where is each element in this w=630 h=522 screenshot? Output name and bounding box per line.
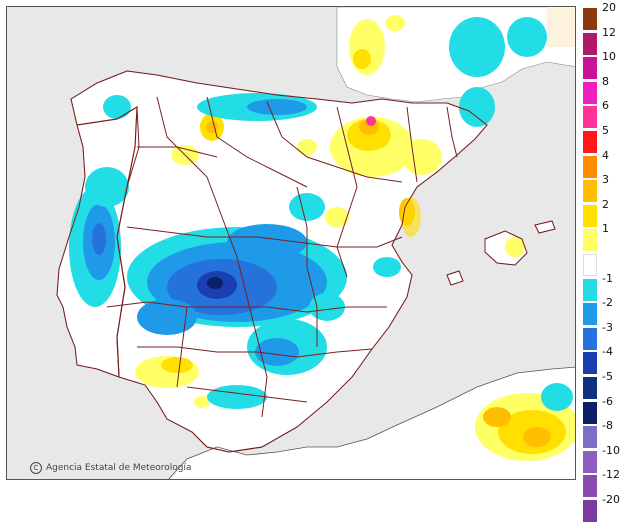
legend-label-cold-6: -8 [602, 419, 613, 433]
legend-label-warm-1: 12 [602, 25, 616, 39]
agency-name: Agencia Estatal de Meteorología [46, 463, 192, 473]
legend-label-cold-3: -4 [602, 345, 613, 359]
legend-swatch-warm-3 [583, 81, 597, 104]
legend: 20 12 10 8 6 5 4 3 2 1 -1 -2 -3 -4 -5 -6 -8 -10 -12 -20 [583, 2, 629, 522]
legend-label-warm-0: 20 [602, 1, 616, 14]
legend-label-warm-3: 8 [602, 74, 609, 88]
legend-label-warm-4: 6 [602, 99, 609, 113]
aemet-logo: aemet [498, 455, 561, 475]
legend-swatch-cold-8 [583, 475, 597, 498]
legend-swatch-neutral [583, 254, 597, 276]
legend-label-warm-5: 5 [602, 124, 609, 137]
legend-label-warm-6: 4 [602, 148, 609, 162]
legend-label-warm-8: 2 [602, 197, 609, 211]
legend-swatch-cold-5 [583, 401, 597, 424]
legend-swatch-cold-6 [583, 426, 597, 449]
legend-swatch-warm-6 [583, 155, 597, 178]
anomaly-map [6, 6, 576, 480]
legend-label-cold-5: -6 [602, 394, 613, 408]
legend-swatch-warm-8 [583, 204, 597, 227]
legend-swatch-warm-2 [583, 57, 597, 80]
map-svg [7, 7, 575, 479]
legend-label-cold-2: -3 [602, 320, 613, 334]
copyright-icon: C [30, 462, 42, 474]
legend-swatch-cold-1 [583, 303, 597, 326]
legend-label-warm-2: 10 [602, 50, 616, 64]
legend-swatch-warm-7 [583, 180, 597, 203]
legend-swatch-cold-7 [583, 450, 597, 473]
legend-label-cold-8: -12 [602, 468, 620, 482]
legend-label-warm-9: 1 [602, 222, 609, 236]
legend-swatch-cold-9 [583, 500, 597, 522]
legend-swatch-warm-9 [583, 229, 597, 252]
legend-label-cold-7: -10 [602, 443, 620, 457]
cold-anomalies [69, 17, 573, 411]
warm-anomalies [135, 15, 575, 461]
legend-swatch-cold-3 [583, 352, 597, 375]
legend-label-warm-7: 3 [602, 173, 609, 187]
legend-swatch-warm-5 [583, 131, 597, 153]
legend-swatch-cold-2 [583, 327, 597, 350]
legend-swatch-warm-4 [583, 106, 597, 129]
legend-label-cold-1: -2 [602, 296, 613, 310]
france-beige-area [547, 7, 575, 47]
legend-label-cold-4: -5 [602, 370, 613, 383]
credit-line: C Agencia Estatal de Meteorología [30, 462, 192, 474]
portugal-border [76, 105, 138, 378]
legend-swatch-warm-1 [583, 32, 597, 55]
province-borders [56, 70, 556, 453]
legend-swatch-cold-4 [583, 377, 597, 399]
legend-label-cold-9: -20 [602, 493, 620, 506]
legend-swatch-warm-0 [583, 8, 597, 30]
legend-label-cold-0: -1 [602, 271, 613, 285]
north-africa [168, 366, 575, 479]
legend-swatch-cold-0 [583, 278, 597, 301]
